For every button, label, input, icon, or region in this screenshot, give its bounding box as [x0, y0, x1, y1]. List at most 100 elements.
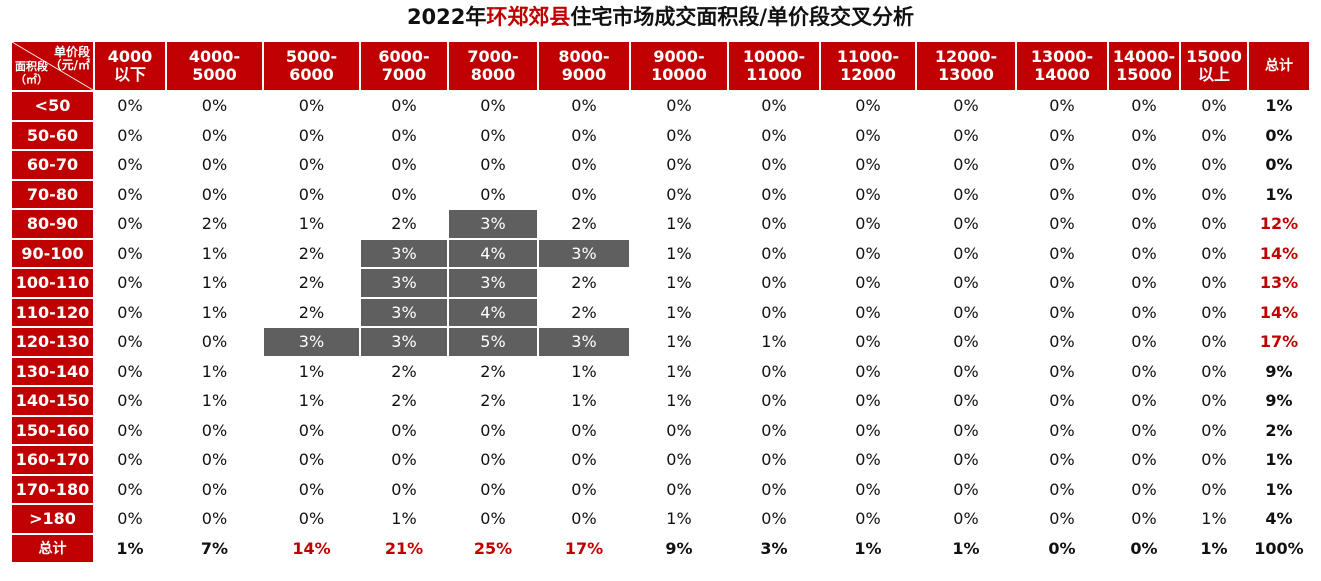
data-cell: 0% — [1109, 269, 1179, 297]
data-cell: 0% — [631, 475, 727, 503]
column-header-line2: 5000 — [192, 65, 237, 84]
data-cell: 0% — [1109, 92, 1179, 120]
data-cell: 3% — [539, 328, 629, 356]
data-cell: 0% — [631, 446, 727, 474]
data-cell: 0% — [1109, 210, 1179, 238]
data-cell: 0% — [95, 151, 165, 179]
data-cell: 0% — [917, 210, 1015, 238]
row-header: 90-100 — [12, 239, 93, 267]
data-cell: 0% — [821, 121, 915, 149]
data-cell: 0% — [1017, 269, 1107, 297]
row-header: 70-80 — [12, 180, 93, 208]
data-cell: 0% — [729, 239, 819, 267]
data-cell: 1% — [631, 239, 727, 267]
data-cell: 0% — [539, 446, 629, 474]
column-header: 11000- 12000 — [821, 42, 915, 90]
corner-diagonal — [12, 42, 93, 90]
data-cell: 0% — [361, 180, 447, 208]
data-cell: 0% — [821, 298, 915, 326]
data-cell: 0% — [917, 269, 1015, 297]
data-cell: 0% — [1017, 416, 1107, 444]
data-cell: 0% — [729, 416, 819, 444]
column-total-cell: 14% — [264, 534, 359, 562]
column-total-cell: 1% — [95, 534, 165, 562]
data-cell: 0% — [361, 92, 447, 120]
row-total-cell: 4% — [1249, 505, 1309, 533]
column-header-line1: 15000 — [1186, 47, 1242, 66]
data-cell: 0% — [167, 328, 262, 356]
data-cell: 0% — [1109, 328, 1179, 356]
data-cell: 0% — [449, 416, 537, 444]
column-total-cell: 0% — [1109, 534, 1179, 562]
data-cell: 0% — [264, 505, 359, 533]
column-header-line2: 7000 — [381, 65, 427, 84]
column-header-line1: 12000- — [934, 47, 998, 66]
data-cell: 1% — [631, 505, 727, 533]
table-row: 140-150 0% 1% 1% 2% 2% 1% 1% 0% 0% 0% 0% 0% 0% 9% — [12, 387, 1309, 415]
data-cell: 0% — [1017, 328, 1107, 356]
data-cell: 1% — [631, 210, 727, 238]
row-total-cell: 2% — [1249, 416, 1309, 444]
data-cell: 0% — [1017, 210, 1107, 238]
column-header-line1: 7000- — [467, 47, 519, 66]
table-row: 150-160 0% 0% 0% 0% 0% 0% 0% 0% 0% 0% 0% 0% 0% 2% — [12, 416, 1309, 444]
column-header-line1: 总计 — [1265, 58, 1293, 74]
data-cell: 0% — [917, 328, 1015, 356]
data-cell: 0% — [631, 416, 727, 444]
column-header: 4000- 5000 — [167, 42, 262, 90]
data-cell: 0% — [729, 269, 819, 297]
data-cell: 0% — [821, 210, 915, 238]
data-cell: 0% — [264, 180, 359, 208]
data-cell: 0% — [95, 239, 165, 267]
data-cell: 1% — [631, 387, 727, 415]
row-total-cell: 1% — [1249, 92, 1309, 120]
column-header: 10000- 11000 — [729, 42, 819, 90]
data-cell: 0% — [1181, 239, 1247, 267]
data-cell: 1% — [264, 387, 359, 415]
column-header-line1: 4000- — [188, 47, 241, 66]
row-header: 总计 — [12, 534, 93, 562]
row-header: 160-170 — [12, 446, 93, 474]
data-cell: 1% — [631, 298, 727, 326]
row-total-cell: 0% — [1249, 121, 1309, 149]
data-cell: 1% — [631, 269, 727, 297]
column-total-cell: 21% — [361, 534, 447, 562]
data-cell: 0% — [1109, 475, 1179, 503]
data-cell: 0% — [917, 151, 1015, 179]
data-cell: 2% — [264, 298, 359, 326]
column-header-line2: 12000 — [840, 65, 896, 84]
title-highlight: 环郑郊县 — [486, 5, 571, 29]
data-cell: 0% — [167, 92, 262, 120]
data-cell: 0% — [539, 475, 629, 503]
data-cell: 0% — [264, 92, 359, 120]
row-total-cell: 17% — [1249, 328, 1309, 356]
row-total-cell: 9% — [1249, 387, 1309, 415]
column-header-line1: 10000- — [742, 47, 806, 66]
data-cell: 0% — [539, 180, 629, 208]
area-axis-label-line2: （㎡） — [15, 73, 48, 86]
data-cell: 0% — [95, 298, 165, 326]
data-cell: 0% — [1017, 387, 1107, 415]
data-cell: 0% — [1109, 298, 1179, 326]
data-cell: 0% — [167, 505, 262, 533]
table-row: 90-100 0% 1% 2% 3% 4% 3% 1% 0% 0% 0% 0% 0% 0% 14% — [12, 239, 1309, 267]
column-total-cell: 1% — [917, 534, 1015, 562]
data-cell: 0% — [167, 475, 262, 503]
data-cell: 0% — [821, 357, 915, 385]
row-header: 120-130 — [12, 328, 93, 356]
row-total-cell: 1% — [1249, 475, 1309, 503]
column-header-line1: 6000- — [378, 47, 430, 66]
data-cell: 0% — [917, 475, 1015, 503]
column-header: 6000- 7000 — [361, 42, 447, 90]
data-cell: 3% — [361, 269, 447, 297]
data-cell: 0% — [95, 210, 165, 238]
data-cell: 0% — [95, 387, 165, 415]
column-header: 5000- 6000 — [264, 42, 359, 90]
data-cell: 0% — [449, 475, 537, 503]
data-cell: 5% — [449, 328, 537, 356]
table-row: <50 0% 0% 0% 0% 0% 0% 0% 0% 0% 0% 0% 0% 0% 1% — [12, 92, 1309, 120]
table-row: 110-120 0% 1% 2% 3% 4% 2% 1% 0% 0% 0% 0% 0% 0% 14% — [12, 298, 1309, 326]
data-cell: 1% — [167, 239, 262, 267]
data-cell: 0% — [729, 151, 819, 179]
column-total-cell: 1% — [821, 534, 915, 562]
